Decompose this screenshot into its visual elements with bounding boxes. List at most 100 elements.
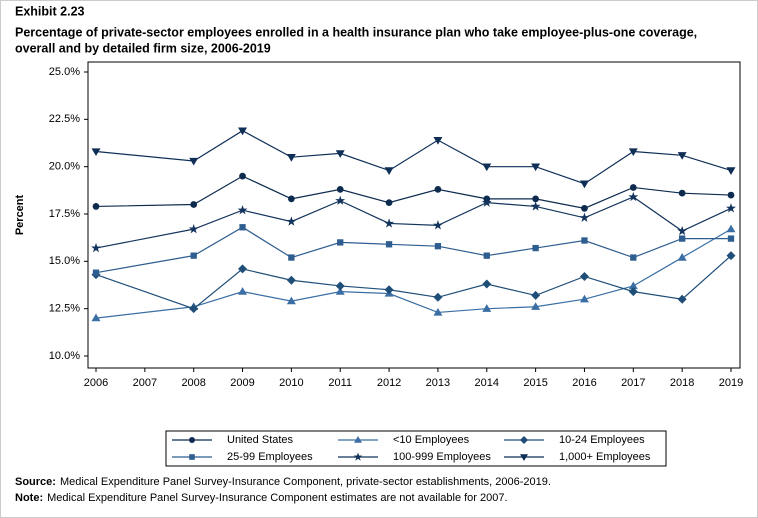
note-label: Note: [15, 492, 43, 504]
legend-label: 10-24 Employees [559, 434, 645, 446]
marker [530, 201, 541, 211]
marker [288, 254, 295, 261]
marker [286, 154, 296, 162]
legend-marker [520, 454, 528, 461]
marker [726, 224, 736, 233]
marker [239, 224, 246, 231]
marker [188, 223, 199, 234]
y-tick-label: 25.0% [49, 66, 80, 78]
marker [384, 285, 394, 295]
marker [579, 271, 589, 281]
marker [630, 254, 637, 261]
marker [286, 216, 297, 226]
legend-label: 25-99 Employees [227, 451, 313, 463]
marker [385, 241, 393, 248]
series-line [95, 129, 732, 185]
marker [679, 235, 686, 242]
marker [92, 203, 100, 210]
legend-marker [353, 452, 363, 461]
x-tick-label: 2013 [426, 377, 450, 389]
marker [628, 287, 638, 297]
marker [482, 163, 492, 172]
marker [726, 203, 736, 213]
marker [335, 195, 346, 205]
plot-area [87, 61, 741, 369]
marker [238, 127, 248, 136]
marker [385, 199, 393, 207]
marker [384, 167, 394, 175]
x-tick-label: 2006 [84, 377, 108, 389]
marker [337, 239, 344, 246]
legend-marker [520, 436, 528, 444]
note: Note: Medical Expenditure Panel Survey-In… [15, 492, 508, 504]
x-tick-label: 2014 [475, 377, 499, 389]
legend-marker [354, 436, 362, 443]
marker [91, 148, 101, 157]
marker [288, 195, 295, 203]
marker [92, 269, 100, 276]
y-axis-label: Percent [14, 194, 26, 235]
y-tick-label: 22.5% [49, 113, 80, 125]
marker [677, 152, 687, 160]
marker [531, 290, 541, 300]
x-tick-label: 2010 [279, 377, 303, 389]
marker [726, 251, 736, 261]
legend-label: United States [227, 434, 294, 446]
x-tick-label: 2019 [719, 377, 743, 389]
marker [237, 205, 248, 215]
marker [677, 225, 688, 236]
y-tick-label: 15.0% [49, 255, 80, 267]
note: Source: Medical Expenditure Panel Survey-… [15, 476, 551, 488]
marker [579, 294, 589, 303]
marker [189, 304, 199, 314]
legend-label: <10 Employees [393, 434, 470, 446]
marker [482, 279, 492, 289]
marker [482, 304, 492, 312]
marker [531, 302, 541, 310]
marker [190, 201, 198, 208]
marker [238, 287, 248, 295]
x-tick-label: 2016 [572, 377, 596, 389]
x-tick-label: 2009 [230, 377, 254, 389]
marker [531, 163, 541, 172]
marker [726, 167, 736, 175]
marker [238, 264, 248, 274]
y-tick-label: 10.0% [49, 350, 80, 362]
marker [628, 191, 639, 202]
series-line [95, 255, 732, 310]
marker [581, 204, 588, 212]
x-tick-label: 2007 [133, 377, 157, 389]
exhibit: Exhibit 2.23 [15, 4, 85, 18]
x-tick-label: 2015 [523, 377, 547, 389]
marker [286, 275, 296, 285]
marker [335, 287, 345, 295]
chart-title: Percentage of private-sector employees e… [15, 25, 697, 39]
marker [483, 252, 490, 259]
series-line [95, 228, 732, 319]
marker [581, 237, 588, 244]
marker [628, 281, 638, 290]
note-text: Medical Expenditure Panel Survey-Insuran… [60, 476, 551, 488]
x-tick-label: 2018 [670, 377, 694, 389]
legend-label: 1,000+ Employees [559, 451, 651, 463]
marker [91, 242, 101, 253]
legend-marker [189, 437, 195, 443]
x-tick-label: 2011 [328, 377, 352, 389]
marker [433, 137, 443, 145]
legend-label: 100-999 Employees [393, 451, 491, 463]
legend [165, 430, 667, 467]
marker [335, 150, 345, 158]
marker [286, 296, 296, 305]
marker [629, 184, 637, 191]
marker [336, 186, 344, 193]
marker [677, 253, 687, 261]
y-tick-label: 20.0% [49, 161, 80, 173]
x-tick-label: 2008 [181, 377, 205, 389]
legend-marker [189, 454, 195, 460]
marker [433, 307, 443, 316]
marker [91, 313, 101, 322]
marker [532, 195, 539, 203]
marker [189, 157, 199, 166]
